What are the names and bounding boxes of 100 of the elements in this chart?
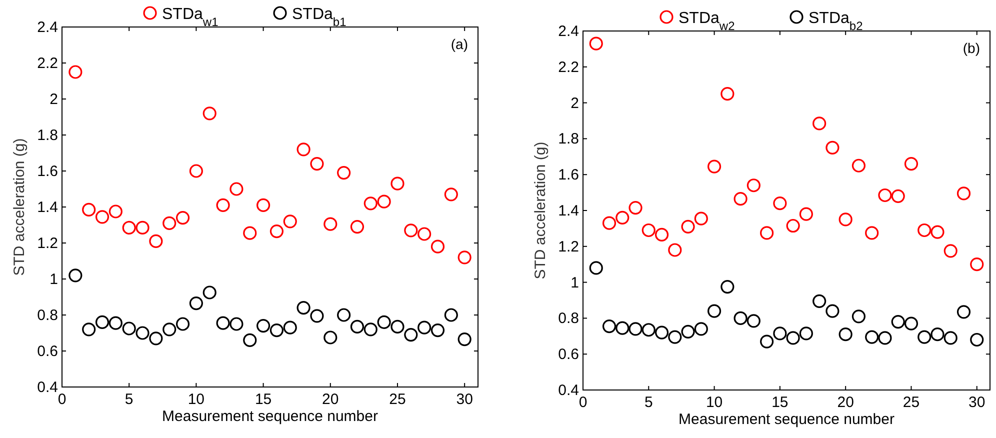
point: [668, 330, 682, 344]
point: [444, 188, 458, 202]
point: [122, 220, 136, 234]
point: [852, 310, 866, 324]
point: [283, 320, 297, 334]
point: [681, 324, 695, 338]
point: [82, 322, 96, 336]
point: [216, 198, 230, 212]
y-axis-title: STD acceleration (g): [11, 138, 28, 276]
y-tick-label: 2: [570, 94, 579, 112]
point: [720, 87, 734, 101]
x-tick-label: 30: [968, 394, 986, 411]
y-tick-label: 1.6: [558, 166, 579, 184]
y-tick-label: 1: [50, 271, 58, 288]
x-tick-label: 5: [124, 391, 134, 408]
point: [243, 333, 257, 347]
point: [760, 226, 774, 240]
y-tick-label: 1.2: [558, 238, 579, 256]
point: [918, 223, 932, 238]
point: [970, 332, 984, 347]
y-tick-label: 1.2: [37, 235, 58, 252]
y-tick-label: 2.4: [37, 19, 58, 36]
point: [95, 315, 110, 329]
point: [654, 228, 669, 242]
point: [878, 188, 892, 202]
x-axis-title: Measurement sequence number: [162, 408, 378, 425]
point: [189, 164, 203, 178]
point: [865, 330, 879, 344]
point: [891, 189, 905, 203]
point: [734, 192, 748, 206]
point: [216, 316, 230, 330]
point: [270, 224, 284, 238]
point: [799, 326, 813, 340]
point: [82, 202, 96, 216]
point: [136, 326, 150, 340]
y-tick-label: 0.4: [37, 379, 58, 396]
point: [589, 261, 603, 275]
point: [270, 324, 284, 338]
point: [189, 296, 203, 310]
x-tick-label: 30: [456, 391, 473, 408]
point: [956, 305, 971, 319]
y-tick-label: 0.6: [558, 346, 579, 364]
point: [878, 331, 892, 345]
y-tick-label: 1.4: [558, 202, 579, 220]
x-tick-label: 20: [322, 391, 339, 408]
point: [149, 332, 163, 346]
point: [108, 316, 122, 330]
point: [404, 224, 418, 238]
point: [891, 314, 905, 329]
y-tick-label: 2.2: [558, 58, 579, 76]
point: [202, 106, 216, 120]
point: [812, 116, 826, 130]
legend-label: STDa$_{b1}$: [292, 6, 347, 29]
point: [68, 65, 82, 79]
y-tick-label: 1: [570, 274, 579, 292]
point: [324, 330, 338, 344]
y-tick-label: 0.6: [37, 343, 58, 360]
x-tick-label: 10: [706, 394, 723, 411]
point: [930, 328, 944, 342]
point: [602, 216, 616, 230]
point: [136, 220, 150, 234]
point: [337, 166, 351, 180]
point: [642, 323, 656, 337]
annotation: (b): [962, 40, 980, 56]
point: [838, 212, 852, 226]
point: [786, 331, 800, 345]
point: [350, 320, 364, 334]
x-tick-label: 10: [188, 391, 205, 408]
point: [310, 157, 324, 171]
point: [602, 319, 616, 334]
point: [786, 218, 800, 233]
point: [642, 223, 656, 238]
point: [404, 328, 418, 342]
point: [390, 176, 404, 190]
point: [944, 331, 958, 345]
point: [230, 317, 244, 331]
x-tick-label: 20: [837, 394, 854, 411]
legend-label: STDa$_{w2}$: [678, 10, 736, 33]
x-tick-label: 25: [902, 394, 920, 411]
point: [364, 196, 378, 210]
point: [852, 158, 866, 172]
point: [444, 308, 458, 322]
point: [162, 322, 176, 336]
point: [202, 286, 216, 300]
annotation: (a): [450, 36, 468, 52]
x-axis-title: Measurement sequence number: [678, 411, 894, 428]
x-tick-label: 15: [772, 394, 788, 411]
point: [176, 211, 190, 225]
point: [616, 321, 630, 335]
y-tick-label: 2: [50, 91, 58, 108]
point: [95, 210, 110, 224]
point: [589, 36, 603, 50]
point: [162, 216, 176, 230]
y-axis-title: STD acceleration (g): [532, 142, 549, 280]
point: [458, 332, 472, 346]
point: [799, 207, 813, 221]
legend-label: STDa$_{w1}$: [162, 6, 219, 29]
point: [707, 304, 722, 318]
y-tick-label: 1.6: [37, 163, 58, 180]
point: [296, 301, 310, 315]
